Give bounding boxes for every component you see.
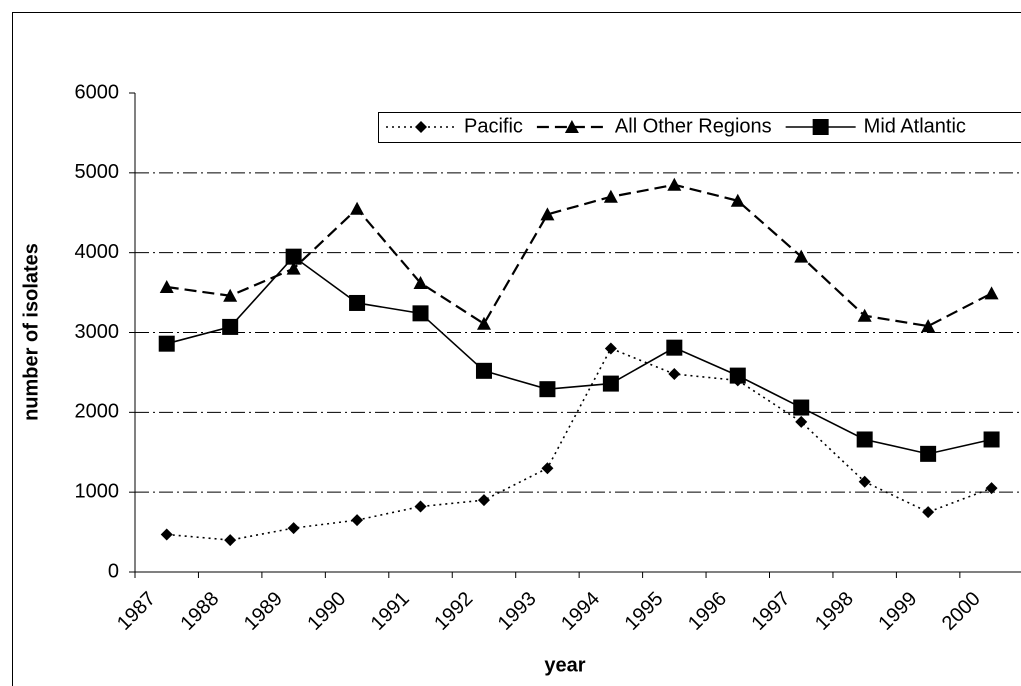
point-marker — [564, 120, 579, 133]
x-tick-label: 1989 — [240, 588, 287, 635]
y-tick-label: 5000 — [75, 161, 120, 183]
point-marker — [603, 189, 618, 203]
point-marker — [602, 375, 619, 392]
series-line — [166, 347, 992, 541]
legend-label: Mid Atlantic — [864, 115, 966, 137]
point-marker — [350, 201, 365, 215]
series-line — [166, 183, 993, 328]
x-tick-label: 1998 — [811, 588, 858, 635]
point-marker — [920, 445, 937, 462]
point-marker — [413, 276, 428, 290]
point-marker — [287, 522, 300, 535]
x-axis-title: year — [544, 654, 585, 676]
point-marker — [349, 294, 366, 311]
point-marker — [604, 342, 617, 355]
point-marker — [158, 335, 175, 352]
x-tick-label: 1987 — [113, 588, 160, 635]
point-marker — [160, 528, 173, 541]
x-tick-label: 1993 — [494, 588, 541, 635]
point-marker — [224, 534, 237, 547]
x-tick-label: 1990 — [303, 588, 350, 635]
series-line — [166, 255, 992, 455]
point-marker — [858, 475, 871, 488]
point-marker — [159, 279, 174, 293]
y-axis-title: number of isolates — [20, 243, 42, 421]
point-marker — [541, 462, 554, 475]
point-marker — [812, 119, 829, 135]
point-marker — [222, 318, 239, 335]
point-marker — [476, 316, 491, 330]
x-tick-label: 1995 — [621, 588, 668, 635]
legend-label: All Other Regions — [615, 115, 772, 137]
x-tick-label: 1996 — [684, 588, 731, 635]
legend: Pacific All Other Regions Mid Atlantic — [378, 112, 1021, 143]
point-marker — [477, 494, 490, 507]
point-marker — [856, 431, 873, 448]
x-tick-label: 1992 — [430, 588, 477, 635]
legend-label: Pacific — [464, 115, 523, 137]
x-tick-label: 2000 — [938, 588, 985, 635]
point-marker — [857, 308, 872, 322]
legend-box — [378, 112, 1021, 143]
point-marker — [285, 248, 302, 265]
point-marker — [984, 286, 999, 300]
y-tick-label: 1000 — [75, 480, 120, 502]
point-marker — [985, 482, 998, 495]
point-marker — [223, 288, 238, 302]
point-marker — [921, 319, 936, 333]
y-tick-label: 4000 — [75, 241, 120, 263]
x-tick-label: 1997 — [747, 588, 794, 635]
y-tick-label: 6000 — [75, 81, 120, 103]
y-tick-label: 3000 — [75, 321, 120, 343]
point-marker — [475, 362, 492, 379]
point-marker — [795, 415, 808, 428]
y-tick-label: 0 — [108, 560, 119, 582]
point-marker — [412, 305, 429, 322]
point-marker — [351, 514, 364, 527]
y-tick-label: 2000 — [75, 401, 120, 423]
point-marker — [983, 431, 1000, 448]
point-marker — [667, 177, 682, 191]
point-marker — [539, 381, 556, 398]
x-tick-label: 1994 — [557, 588, 604, 635]
point-marker — [668, 368, 681, 381]
point-marker — [922, 506, 935, 519]
x-tick-label: 1988 — [176, 588, 223, 635]
point-marker — [793, 399, 810, 416]
x-tick-label: 1999 — [874, 588, 921, 635]
point-marker — [414, 500, 427, 513]
point-marker — [415, 121, 427, 133]
point-marker — [286, 261, 301, 275]
point-marker — [794, 249, 809, 263]
point-marker — [729, 367, 746, 384]
point-marker — [730, 193, 745, 207]
x-tick-label: 1991 — [367, 588, 414, 635]
point-marker — [666, 339, 683, 356]
chart-frame — [12, 12, 1021, 686]
point-marker — [540, 207, 555, 221]
